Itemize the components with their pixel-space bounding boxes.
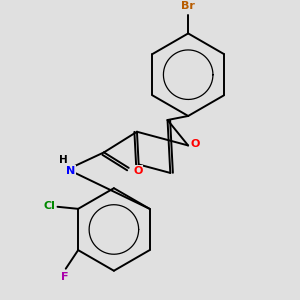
Text: H: H <box>59 154 68 165</box>
Text: Br: Br <box>181 1 195 10</box>
Text: Cl: Cl <box>43 201 55 211</box>
Text: O: O <box>191 140 200 149</box>
Text: O: O <box>133 166 143 176</box>
Text: F: F <box>61 272 68 282</box>
Text: N: N <box>66 166 76 176</box>
